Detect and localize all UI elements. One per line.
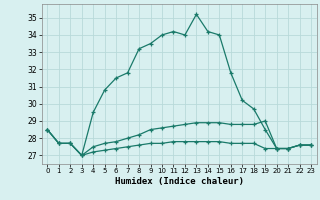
- X-axis label: Humidex (Indice chaleur): Humidex (Indice chaleur): [115, 177, 244, 186]
